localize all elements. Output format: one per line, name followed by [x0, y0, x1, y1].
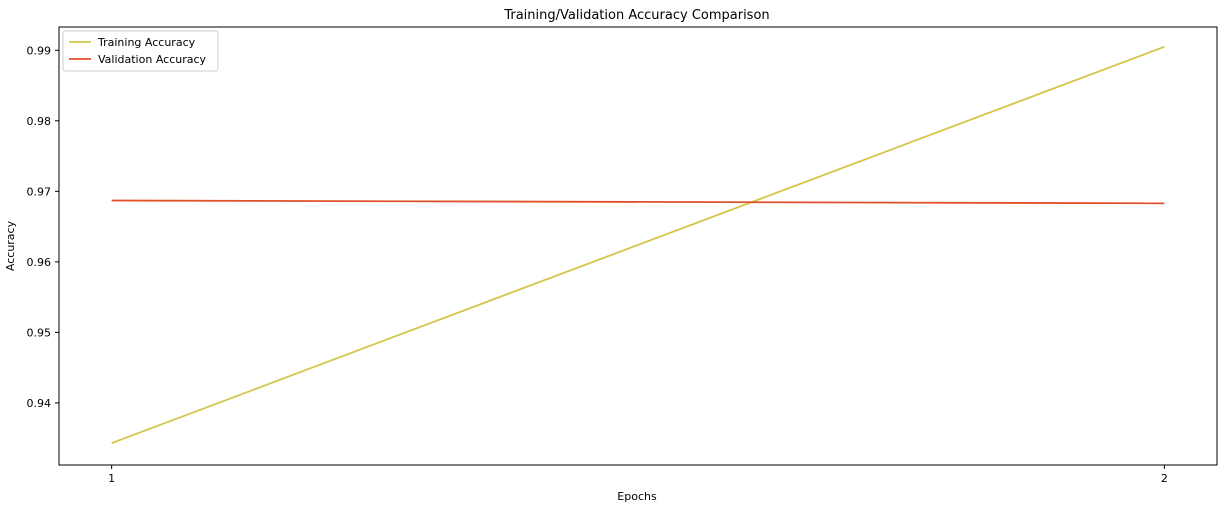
plot-area [58, 26, 1218, 466]
y-tick-label: 0.97 [27, 185, 52, 198]
y-tick-label: 0.95 [27, 326, 52, 339]
series-line-training [111, 45, 1165, 444]
y-tick-label: 0.99 [27, 44, 52, 57]
y-axis: 0.94 0.95 0.96 0.97 0.98 0.99 [27, 44, 59, 410]
series-line-validation [111, 199, 1165, 205]
y-tick-label: 0.94 [27, 397, 52, 410]
x-axis-label: Epochs [617, 490, 657, 503]
y-tick-label: 0.96 [27, 256, 52, 269]
series-lines [111, 45, 1165, 444]
x-tick-label: 1 [108, 472, 115, 485]
legend-label: Training Accuracy [97, 36, 196, 49]
y-tick-label: 0.98 [27, 115, 52, 128]
x-tick-label: 2 [1161, 472, 1168, 485]
legend-box [62, 30, 219, 72]
legend: Training Accuracy Validation Accuracy [62, 30, 219, 72]
legend-label: Validation Accuracy [98, 53, 207, 66]
chart-title: Training/Validation Accuracy Comparison [503, 8, 769, 23]
y-axis-label: Accuracy [4, 220, 17, 271]
